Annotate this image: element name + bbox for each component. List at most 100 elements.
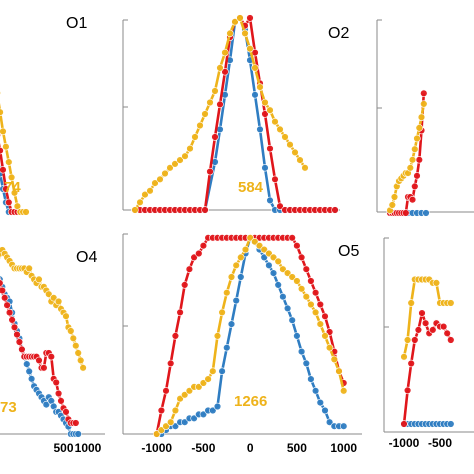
x-tick-label: 1000 [75, 441, 102, 455]
data-point-blue [42, 400, 50, 409]
data-point-blue [218, 367, 226, 375]
x-tick-label: -1000 [141, 441, 172, 455]
data-point-red [35, 356, 43, 365]
data-point-yellow [213, 332, 222, 340]
panel-o4: O4 73 [0, 246, 105, 438]
data-point-yellow [181, 152, 189, 160]
data-point-red [201, 206, 209, 214]
data-point-yellow [335, 367, 343, 375]
data-point-yellow [411, 145, 419, 153]
data-point-yellow [390, 193, 399, 201]
data-point-red [421, 319, 430, 327]
data-point-red [297, 253, 306, 262]
data-point-yellow [301, 164, 309, 172]
data-point-yellow [256, 83, 264, 91]
data-point-red [54, 389, 63, 398]
data-point-yellow [22, 208, 30, 216]
data-point-red [176, 308, 184, 317]
data-point-yellow [288, 273, 296, 281]
data-point-yellow [237, 253, 245, 262]
annotation-value: 73 [0, 399, 17, 416]
data-point-yellow [0, 127, 7, 136]
data-point-yellow [196, 121, 204, 130]
data-point-yellow [153, 430, 161, 438]
data-point-yellow [296, 156, 304, 164]
data-point-red [307, 277, 315, 285]
data-point-blue [266, 196, 274, 205]
data-point-red [411, 182, 419, 191]
x-tick-label: -500 [428, 436, 452, 450]
data-point-blue [307, 375, 315, 383]
data-point-yellow [79, 364, 87, 372]
data-point-yellow [201, 110, 209, 118]
data-point-yellow [76, 356, 85, 365]
data-point-yellow [209, 367, 217, 375]
data-point-yellow [255, 242, 264, 250]
data-point-yellow [316, 320, 324, 328]
data-point-red [429, 326, 437, 334]
data-point-blue [209, 406, 217, 415]
annotation-value: 74 [4, 179, 21, 196]
panel-o5: O5 1266 -1000 -500 0 500 1000 [122, 233, 362, 455]
data-point-yellow [206, 98, 214, 107]
data-point-yellow [161, 169, 169, 178]
data-point-blue [223, 344, 231, 352]
data-point-yellow [251, 238, 259, 246]
data-point-yellow [415, 124, 423, 132]
data-point-yellow [271, 117, 279, 126]
data-point-blue [316, 398, 324, 407]
data-point-yellow [236, 14, 244, 22]
data-point-yellow [325, 344, 334, 352]
data-point-blue [260, 253, 268, 262]
data-point-yellow [199, 379, 208, 387]
data-point-red [403, 386, 412, 395]
data-point-blue [256, 125, 264, 134]
data-point-red [261, 110, 269, 118]
data-point-red [211, 133, 219, 141]
data-point-yellow [420, 100, 428, 108]
data-point-red [447, 336, 455, 344]
data-point-red [288, 234, 296, 242]
data-point-red [420, 89, 428, 98]
data-point-yellow [7, 173, 16, 182]
data-point-yellow [266, 106, 274, 114]
data-point-blue [274, 281, 282, 289]
data-point-yellow [321, 332, 329, 340]
data-point-yellow [167, 418, 175, 426]
data-point-blue [422, 209, 430, 217]
data-point-red [413, 172, 421, 180]
data-point-yellow [204, 375, 212, 383]
data-point-blue [261, 164, 269, 172]
data-point-yellow [74, 349, 82, 357]
data-point-yellow [211, 87, 219, 95]
data-point-yellow [447, 299, 455, 307]
data-point-red [157, 406, 166, 415]
data-point-yellow [69, 334, 78, 342]
data-point-red [0, 146, 4, 155]
data-point-red [415, 156, 423, 164]
data-point-red [62, 408, 70, 416]
data-point-yellow [171, 406, 180, 415]
data-point-yellow [293, 277, 301, 285]
data-point-blue [325, 418, 334, 426]
data-point-yellow [13, 202, 22, 210]
data-point-yellow [291, 148, 299, 157]
data-point-yellow [191, 133, 199, 141]
data-point-yellow [0, 108, 4, 116]
data-point-yellow [49, 294, 58, 302]
data-point-blue [283, 304, 292, 313]
data-point-yellow [274, 257, 282, 266]
annotation-value: 1266 [234, 393, 267, 410]
data-point-blue [311, 387, 320, 395]
series-line-yellow [402, 278, 451, 358]
data-point-yellow [241, 29, 249, 38]
data-point-red [0, 166, 7, 174]
data-point-red [10, 323, 19, 331]
data-point-yellow [417, 113, 426, 121]
data-point-red [3, 301, 11, 309]
panel-o3 [376, 19, 474, 217]
data-point-yellow [276, 125, 284, 134]
panel-label: O2 [328, 25, 349, 42]
data-point-yellow [62, 312, 70, 320]
